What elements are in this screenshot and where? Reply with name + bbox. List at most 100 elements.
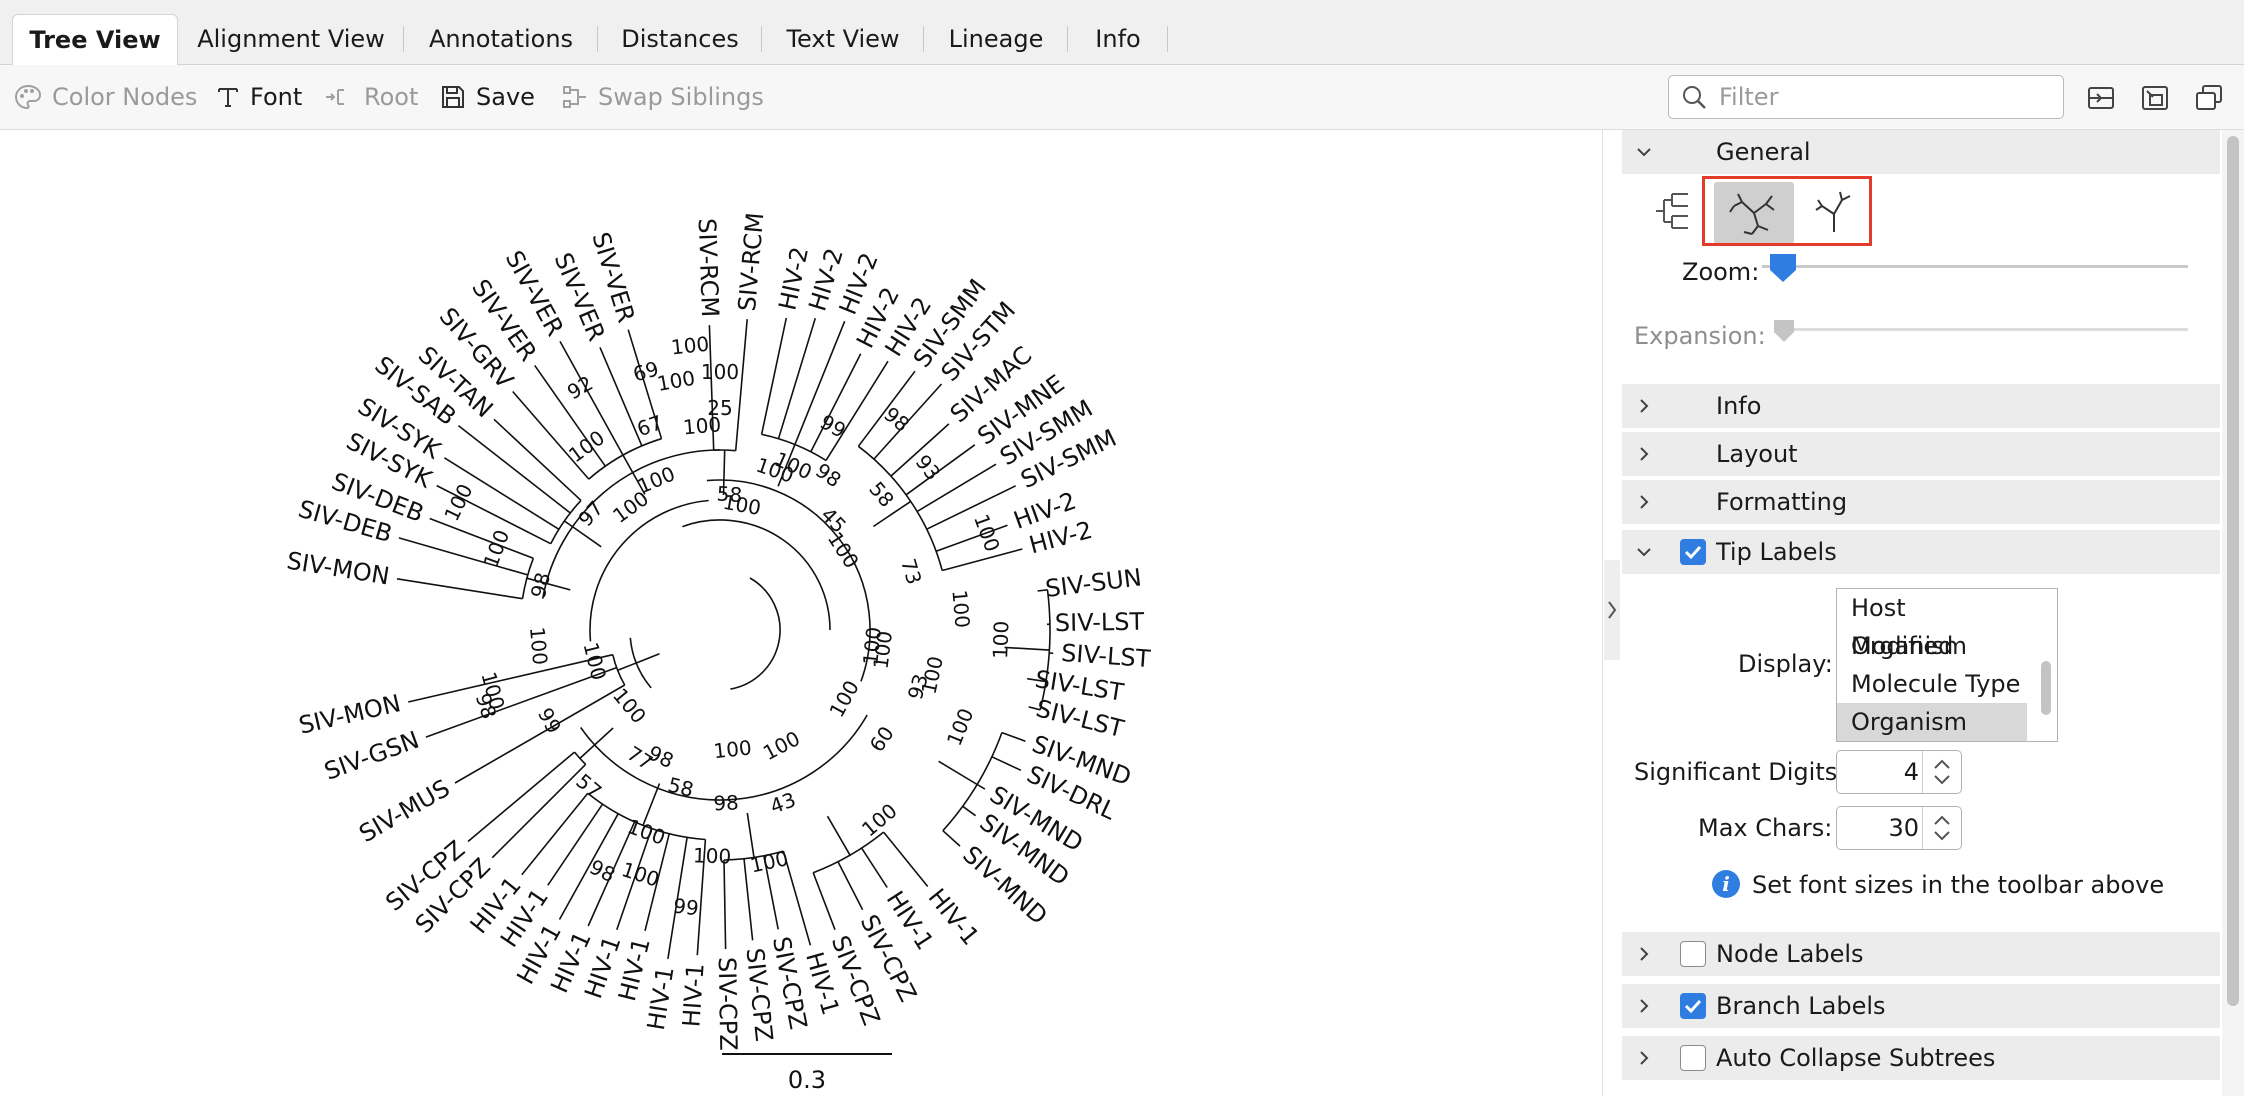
display-option[interactable]: Modified (1837, 627, 2027, 665)
chevron-right-icon (1634, 396, 1654, 416)
checkmark-icon (1680, 993, 1706, 1019)
tip-label: SIV-SUN (1044, 563, 1143, 603)
internal-branch-arc (682, 520, 830, 630)
support-value: 100 (624, 814, 668, 850)
internal-branch-arc (730, 578, 780, 689)
collapse-panel-icon[interactable] (2086, 83, 2116, 113)
font-button[interactable]: Font (216, 65, 302, 129)
root-label: Root (364, 83, 418, 111)
panel-scroll-thumb[interactable] (2227, 136, 2239, 1006)
internal-branch-arc (590, 501, 709, 642)
support-value: 100 (525, 626, 552, 666)
max-chars-label: Max Chars: (1698, 814, 1832, 842)
listbox-scroll-thumb[interactable] (2041, 661, 2051, 715)
section-auto-collapse-label: Auto Collapse Subtrees (1716, 1044, 1995, 1072)
tip-branch (397, 579, 523, 599)
node-labels-checkbox[interactable] (1680, 941, 1706, 967)
section-general-label: General (1716, 138, 1811, 166)
tab-tree-view[interactable]: Tree View (12, 14, 178, 67)
section-node-labels[interactable]: Node Labels (1622, 932, 2220, 976)
expansion-slider-thumb[interactable] (1772, 318, 1796, 344)
support-value: 100 (947, 589, 974, 629)
support-value: 100 (759, 726, 804, 765)
tip-branch (992, 757, 1021, 771)
support-value: 100 (988, 620, 1013, 659)
tip-label: SIV-RCM (733, 211, 770, 312)
support-value: 100 (824, 676, 864, 721)
save-button[interactable]: Save (440, 65, 535, 129)
float-panel-icon[interactable] (2140, 83, 2170, 113)
spinner-arrows-icon[interactable] (1922, 751, 1961, 793)
support-value: 100 (682, 412, 722, 439)
support-value: 99 (533, 704, 566, 738)
tab-info[interactable]: Info (1068, 14, 1168, 64)
new-window-icon[interactable] (2194, 83, 2224, 113)
display-listbox[interactable]: Host Organism Modified Molecule Type Org… (1836, 588, 2058, 742)
section-tip-labels[interactable]: Tip Labels (1622, 530, 2220, 574)
support-value: 100 (712, 735, 752, 763)
tip-branch (1002, 733, 1026, 742)
section-formatting[interactable]: Formatting (1622, 480, 2220, 524)
support-value: 100 (670, 332, 710, 360)
significant-digits-label: Significant Digits: (1634, 758, 1845, 786)
tip-labels-checkbox[interactable] (1680, 539, 1706, 565)
swap-siblings-button[interactable]: Swap Siblings (560, 65, 764, 129)
significant-digits-value: 4 (1904, 751, 1919, 793)
display-option[interactable]: Molecule Type (1837, 665, 2027, 703)
swap-icon (560, 83, 588, 111)
chevron-right-icon (1604, 560, 1620, 660)
zoom-slider[interactable] (1762, 265, 2188, 268)
checkmark-icon (1680, 539, 1706, 565)
tip-branch (884, 832, 928, 886)
root-button[interactable]: Root (324, 65, 418, 129)
section-info[interactable]: Info (1622, 384, 2220, 428)
tab-alignment-view[interactable]: Alignment View (178, 14, 404, 64)
tab-text-view[interactable]: Text View (762, 14, 924, 64)
tip-branch (408, 655, 613, 702)
display-option-selected[interactable]: Organism (1837, 703, 2027, 741)
max-chars-spinner[interactable]: 30 (1836, 806, 1962, 850)
zoom-slider-thumb[interactable] (1768, 252, 1798, 284)
splitter-handle[interactable] (1604, 560, 1620, 660)
tip-branch (762, 318, 787, 434)
font-size-hint: Set font sizes in the toolbar above (1752, 871, 2164, 899)
section-formatting-label: Formatting (1716, 488, 1847, 516)
section-layout-label: Layout (1716, 440, 1798, 468)
section-layout[interactable]: Layout (1622, 432, 2220, 476)
significant-digits-spinner[interactable]: 4 (1836, 750, 1962, 794)
section-auto-collapse[interactable]: Auto Collapse Subtrees (1622, 1036, 2220, 1080)
tip-label: SIV-RCM (693, 218, 724, 318)
toolbar: Color Nodes Font Root Save Swap Siblings (0, 65, 2244, 130)
layout-rectangular-button[interactable] (1632, 180, 1712, 242)
branch-labels-checkbox[interactable] (1680, 993, 1706, 1019)
tab-lineage[interactable]: Lineage (924, 14, 1068, 64)
swap-siblings-label: Swap Siblings (598, 83, 764, 111)
spinner-arrows-icon[interactable] (1922, 807, 1961, 849)
chevron-right-icon (1634, 944, 1654, 964)
tab-annotations[interactable]: Annotations (404, 14, 598, 64)
max-chars-value: 30 (1888, 807, 1919, 849)
layout-highlight (1702, 176, 1872, 246)
text-icon (216, 85, 240, 109)
section-general[interactable]: General (1622, 130, 2220, 174)
support-value: 60 (865, 722, 899, 757)
display-option[interactable]: Host Organism (1837, 589, 2027, 627)
chevron-right-icon (1634, 996, 1654, 1016)
color-nodes-label: Color Nodes (52, 83, 197, 111)
tip-label: SIV-MUS (354, 774, 454, 848)
tab-bar: Tree View Alignment View Annotations Dis… (0, 0, 2244, 65)
section-branch-labels[interactable]: Branch Labels (1622, 984, 2220, 1028)
support-value: 100 (942, 705, 979, 749)
filter-input[interactable] (1717, 82, 2051, 112)
expansion-slider[interactable] (1782, 328, 2188, 331)
support-value: 100 (693, 843, 732, 868)
auto-collapse-checkbox[interactable] (1680, 1045, 1706, 1071)
tab-distances[interactable]: Distances (598, 14, 762, 64)
tip-branch (838, 862, 863, 910)
support-value: 100 (823, 527, 864, 572)
color-nodes-button[interactable]: Color Nodes (14, 65, 197, 129)
save-label: Save (476, 83, 535, 111)
support-value: 100 (857, 798, 902, 841)
